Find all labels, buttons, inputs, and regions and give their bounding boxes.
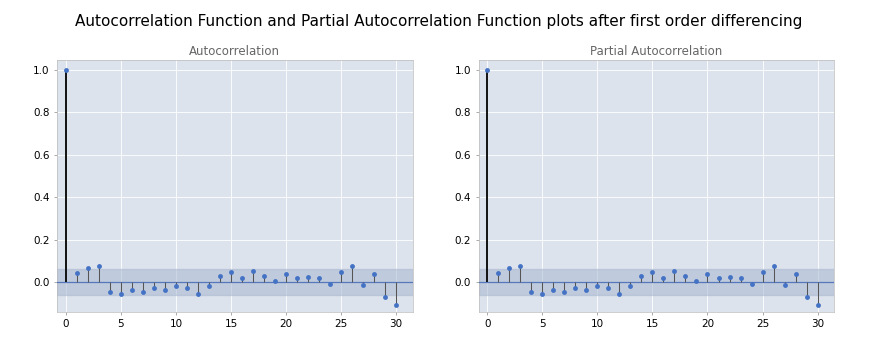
Text: Autocorrelation Function and Partial Autocorrelation Function plots after first : Autocorrelation Function and Partial Aut… [75, 14, 802, 29]
Bar [57, 269, 412, 295]
Title: Partial Autocorrelation: Partial Autocorrelation [589, 46, 722, 58]
Bar [478, 269, 833, 295]
Title: Autocorrelation: Autocorrelation [189, 46, 280, 58]
